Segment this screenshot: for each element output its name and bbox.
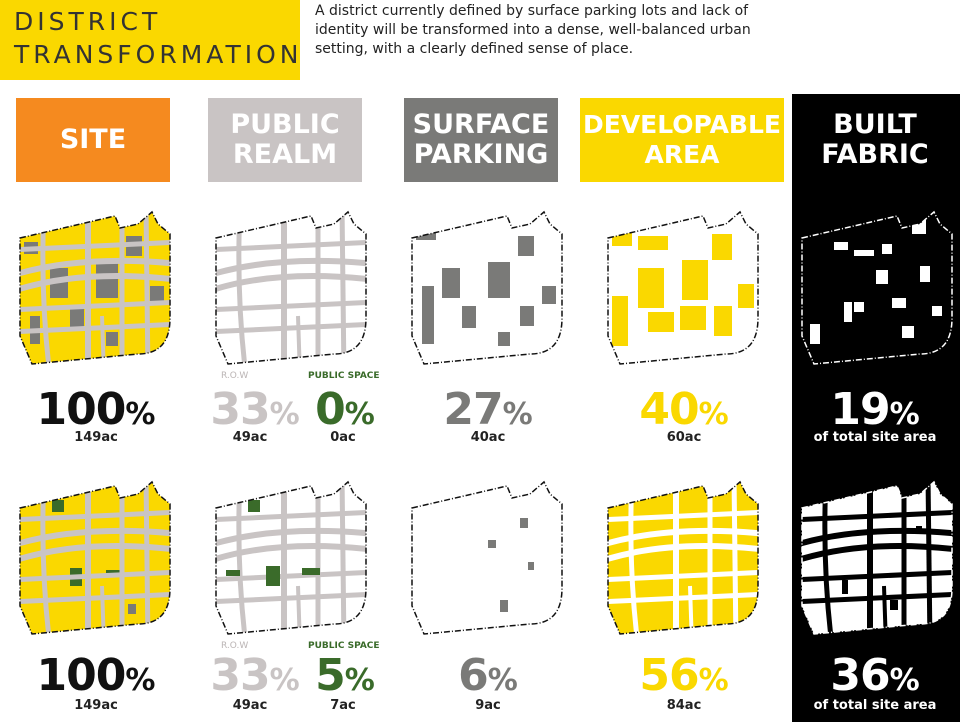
built-fabric-pct-value: 19 — [830, 384, 890, 435]
header-built-fabric-line-2: FABRIC — [821, 139, 929, 170]
built-fabric-map-proposed — [801, 481, 953, 635]
site-pct-proposed: 100% — [34, 654, 158, 698]
row-pct-existing: 33% — [210, 388, 300, 432]
header-public-realm: PUBLIC REALM — [208, 98, 362, 182]
public-realm-map-existing — [215, 211, 367, 365]
row-pct-symbol: % — [269, 397, 300, 432]
row-pct-symbol: % — [269, 663, 300, 698]
developable-pct-value: 40 — [639, 384, 699, 435]
intro-line-2: identity will be transformed into a dens… — [315, 22, 751, 38]
surface-parking-map-proposed — [411, 481, 563, 635]
public-space-acres-proposed: 7ac — [330, 698, 356, 713]
site-pct-symbol: % — [125, 663, 156, 698]
surface-parking-pct-existing: 27% — [426, 388, 550, 432]
header-site-line-1: SITE — [59, 124, 127, 155]
header-public-realm-line-1: PUBLIC — [230, 109, 340, 140]
built-fabric-map-existing — [801, 211, 953, 365]
public-space-label-existing: PUBLIC SPACE — [308, 371, 380, 381]
site-pct-value: 100 — [36, 384, 127, 435]
intro-line-1: A district currently defined by surface … — [315, 3, 749, 19]
surface-parking-pct-symbol: % — [487, 663, 518, 698]
title-block: DISTRICT TRANSFORMATION — [0, 0, 300, 80]
developable-pct-symbol: % — [698, 663, 729, 698]
surface-parking-pct-symbol: % — [502, 397, 533, 432]
row-label-proposed: R.O.W — [221, 641, 249, 651]
developable-pct-existing: 40% — [622, 388, 746, 432]
developable-acres-proposed: 84ac — [666, 698, 702, 713]
header-surface-parking-line-1: SURFACE — [412, 109, 550, 140]
header-developable-line-2: AREA — [644, 140, 720, 169]
built-fabric-pct-existing: 19% — [798, 388, 952, 432]
row-acres-existing: 49ac — [232, 430, 268, 445]
title-line-1: DISTRICT — [14, 7, 162, 36]
public-realm-map-proposed — [215, 481, 367, 635]
built-fabric-note-proposed: of total site area — [813, 698, 937, 713]
developable-map-existing — [607, 211, 759, 365]
developable-acres-existing: 60ac — [666, 430, 702, 445]
header-site: SITE — [16, 98, 170, 182]
public-space-label-proposed: PUBLIC SPACE — [308, 641, 380, 651]
row-label-existing: R.O.W — [221, 371, 249, 381]
intro-line-3: setting, with a clearly defined sense of… — [315, 41, 634, 57]
developable-pct-proposed: 56% — [622, 654, 746, 698]
built-fabric-pct-symbol: % — [889, 397, 920, 432]
header-developable-area: DEVELOPABLE AREA — [580, 98, 784, 182]
developable-pct-symbol: % — [698, 397, 729, 432]
header-surface-parking-line-2: PARKING — [413, 139, 549, 170]
site-map-existing — [19, 211, 171, 365]
title-line-2: TRANSFORMATION — [14, 40, 303, 69]
developable-map-proposed — [607, 481, 759, 635]
site-map-proposed — [19, 481, 171, 635]
site-pct-symbol: % — [125, 397, 156, 432]
row-acres-proposed: 49ac — [232, 698, 268, 713]
header-surface-parking: SURFACE PARKING — [404, 98, 558, 182]
site-pct-existing: 100% — [34, 388, 158, 432]
surface-parking-acres-proposed: 9ac — [475, 698, 501, 713]
developable-pct-value: 56 — [639, 650, 699, 701]
public-space-pct-symbol: % — [344, 397, 375, 432]
row-pct-value: 33 — [210, 384, 270, 435]
public-space-pct-existing: 0% — [308, 388, 382, 432]
header-built-fabric-line-1: BUILT — [833, 109, 917, 140]
surface-parking-map-existing — [411, 211, 563, 365]
surface-parking-pct-proposed: 6% — [426, 654, 550, 698]
row-pct-proposed: 33% — [210, 654, 300, 698]
public-space-pct-symbol: % — [344, 663, 375, 698]
public-space-pct-proposed: 5% — [308, 654, 382, 698]
row-pct-value: 33 — [210, 650, 270, 701]
public-space-acres-existing: 0ac — [330, 430, 356, 445]
surface-parking-acres-existing: 40ac — [470, 430, 506, 445]
built-fabric-pct-value: 36 — [830, 650, 890, 701]
built-fabric-pct-symbol: % — [889, 663, 920, 698]
header-developable-line-1: DEVELOPABLE — [583, 110, 781, 139]
header-built-fabric: BUILT FABRIC — [798, 98, 952, 182]
surface-parking-pct-value: 6 — [458, 650, 489, 701]
site-pct-value: 100 — [36, 650, 127, 701]
header-public-realm-line-2: REALM — [232, 139, 338, 170]
public-space-pct-value: 5 — [315, 650, 346, 701]
intro-paragraph: A district currently defined by surface … — [315, 2, 815, 59]
built-fabric-pct-proposed: 36% — [798, 654, 952, 698]
site-acres-proposed: 149ac — [74, 698, 118, 713]
public-space-pct-value: 0 — [315, 384, 346, 435]
site-acres-existing: 149ac — [74, 430, 118, 445]
surface-parking-pct-value: 27 — [443, 384, 503, 435]
built-fabric-note-existing: of total site area — [813, 430, 937, 445]
